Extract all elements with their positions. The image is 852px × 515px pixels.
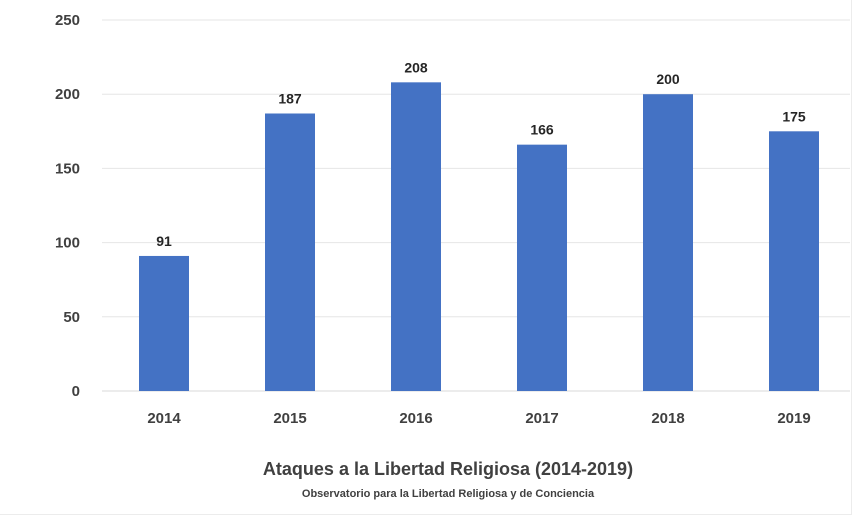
y-tick-label: 200 <box>55 86 80 103</box>
bar-2018 <box>643 94 693 391</box>
bar-2017 <box>517 144 567 391</box>
chart-title: Ataques a la Libertad Religiosa (2014-20… <box>263 459 633 479</box>
gridlines <box>102 19 850 392</box>
x-tick-label-2014: 2014 <box>147 410 181 427</box>
y-tick-label: 150 <box>55 160 80 177</box>
bar-2019 <box>769 131 819 392</box>
data-label-2014: 91 <box>156 233 172 249</box>
data-label-2019: 175 <box>782 108 806 124</box>
bar-2016 <box>391 82 441 391</box>
y-tick-label: 50 <box>63 309 80 326</box>
bar-2014 <box>139 255 189 391</box>
data-label-2015: 187 <box>278 90 302 106</box>
x-tick-label-2017: 2017 <box>525 410 558 427</box>
chart-subtitle: Observatorio para la Libertad Religiosa … <box>302 488 595 500</box>
data-label-2017: 166 <box>530 122 554 138</box>
y-tick-label: 250 <box>55 12 80 29</box>
x-tick-label-2018: 2018 <box>651 410 684 427</box>
data-label-2016: 208 <box>404 59 428 75</box>
bar-2015 <box>265 113 315 391</box>
x-tick-label-2015: 2015 <box>273 410 306 427</box>
data-labels: 91 187 208 166 200 175 <box>156 59 806 249</box>
x-tick-label-2016: 2016 <box>399 410 432 427</box>
data-label-2018: 200 <box>656 71 680 87</box>
bars <box>139 82 819 392</box>
x-axis-ticks: 2014 2015 2016 2017 2018 2019 <box>147 410 810 427</box>
y-axis-ticks: 0 50 100 150 200 250 <box>55 12 80 400</box>
y-tick-label: 0 <box>72 383 80 400</box>
x-tick-label-2019: 2019 <box>777 410 810 427</box>
y-tick-label: 100 <box>55 235 80 252</box>
